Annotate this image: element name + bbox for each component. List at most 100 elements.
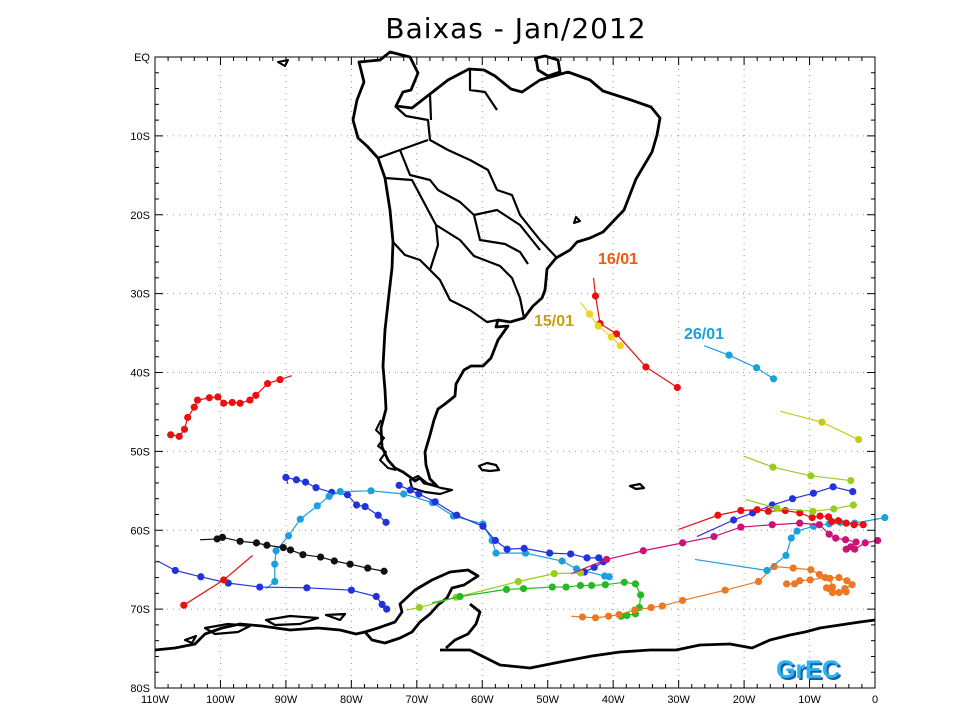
track-point bbox=[737, 506, 745, 515]
track-point bbox=[808, 514, 816, 522]
track-point bbox=[616, 342, 624, 350]
track-point bbox=[558, 557, 566, 565]
track-point bbox=[789, 564, 797, 572]
track-point bbox=[796, 519, 804, 527]
amazon-mouth bbox=[534, 54, 562, 78]
track-point bbox=[453, 511, 461, 519]
track-point bbox=[406, 486, 414, 494]
track-label-15-01: 15/01 bbox=[534, 313, 574, 330]
track-point bbox=[336, 488, 344, 496]
track-point bbox=[292, 476, 300, 484]
track-line bbox=[703, 345, 774, 380]
track-point bbox=[383, 605, 391, 613]
track-point bbox=[822, 584, 831, 592]
track-point bbox=[770, 562, 778, 571]
landmass bbox=[154, 50, 876, 670]
track-line bbox=[398, 484, 605, 573]
y-axis-ticks: EQ 10S 20S 30S 40S 50S 60S 70S 80S bbox=[130, 52, 875, 695]
track-point bbox=[246, 396, 254, 404]
track-point bbox=[764, 507, 772, 515]
track-point bbox=[809, 507, 817, 515]
track-point bbox=[236, 399, 244, 407]
cyclone-track bbox=[167, 375, 292, 440]
track-point bbox=[631, 606, 639, 614]
x-tick-label: 60W bbox=[471, 694, 494, 706]
track-point bbox=[594, 322, 602, 330]
track-point bbox=[347, 586, 355, 594]
track-point bbox=[623, 611, 631, 620]
track-point bbox=[620, 578, 628, 586]
track-point bbox=[847, 476, 855, 485]
track-point bbox=[378, 600, 386, 608]
cyclone-track bbox=[571, 562, 856, 622]
track-point bbox=[313, 502, 321, 510]
y-tick-label: 30S bbox=[130, 289, 150, 301]
track-point bbox=[806, 576, 814, 584]
track-point bbox=[587, 581, 596, 590]
track-point bbox=[167, 431, 175, 439]
track-label-26-01: 26/01 bbox=[684, 326, 724, 343]
track-point bbox=[502, 585, 511, 594]
track-point bbox=[809, 489, 818, 497]
track-point bbox=[175, 432, 183, 440]
track-point bbox=[503, 545, 511, 553]
y-tick-label: 50S bbox=[130, 446, 150, 458]
track-point bbox=[850, 521, 858, 529]
track-point bbox=[796, 577, 804, 585]
x-tick-label: 100W bbox=[206, 694, 235, 706]
track-point bbox=[752, 364, 761, 372]
track-line bbox=[200, 536, 385, 572]
country-borders bbox=[377, 70, 558, 324]
track-point bbox=[583, 554, 591, 562]
grec-logo: GrEC bbox=[776, 656, 840, 684]
track-point bbox=[612, 330, 621, 338]
track-point bbox=[272, 547, 280, 555]
track-point bbox=[825, 530, 833, 538]
track-point bbox=[843, 577, 851, 585]
track-point bbox=[848, 581, 856, 589]
track-point bbox=[787, 534, 795, 542]
antarctic-peninsula bbox=[363, 568, 480, 645]
track-point bbox=[807, 472, 815, 480]
track-point bbox=[578, 613, 587, 621]
track-point bbox=[284, 532, 293, 540]
track-point bbox=[361, 502, 369, 511]
track-point bbox=[601, 581, 609, 589]
track-point bbox=[400, 490, 408, 498]
track-point bbox=[374, 511, 382, 519]
track-point bbox=[550, 570, 558, 578]
track-line bbox=[431, 581, 642, 617]
track-point bbox=[299, 551, 307, 559]
track-point bbox=[855, 435, 863, 444]
track-point bbox=[263, 541, 271, 549]
track-line bbox=[743, 455, 851, 482]
antarctic-coast-east bbox=[440, 618, 876, 670]
x-tick-label: 30W bbox=[667, 694, 690, 706]
south-georgia bbox=[628, 482, 646, 491]
track-point bbox=[835, 573, 843, 582]
track-point bbox=[491, 536, 499, 545]
track-point bbox=[815, 570, 823, 579]
track-point bbox=[849, 488, 857, 496]
track-point bbox=[828, 588, 837, 597]
track-point bbox=[807, 566, 815, 574]
cyclone-track bbox=[395, 481, 607, 576]
map-title: Baixas - Jan/2012 bbox=[385, 12, 647, 45]
cyclone-track bbox=[703, 345, 778, 383]
track-point bbox=[197, 573, 205, 581]
track-point bbox=[456, 592, 464, 601]
x-tick-label: 90W bbox=[275, 694, 298, 706]
track-point bbox=[364, 564, 372, 572]
track-point bbox=[859, 521, 867, 529]
track-point bbox=[781, 506, 789, 515]
track-point bbox=[790, 580, 799, 588]
track-point bbox=[881, 514, 889, 522]
track-point bbox=[678, 539, 687, 547]
track-point bbox=[673, 383, 681, 392]
track-point bbox=[220, 399, 228, 407]
track-point bbox=[330, 557, 338, 565]
track-point bbox=[678, 596, 687, 605]
track-line bbox=[779, 410, 859, 441]
track-point bbox=[367, 487, 375, 495]
